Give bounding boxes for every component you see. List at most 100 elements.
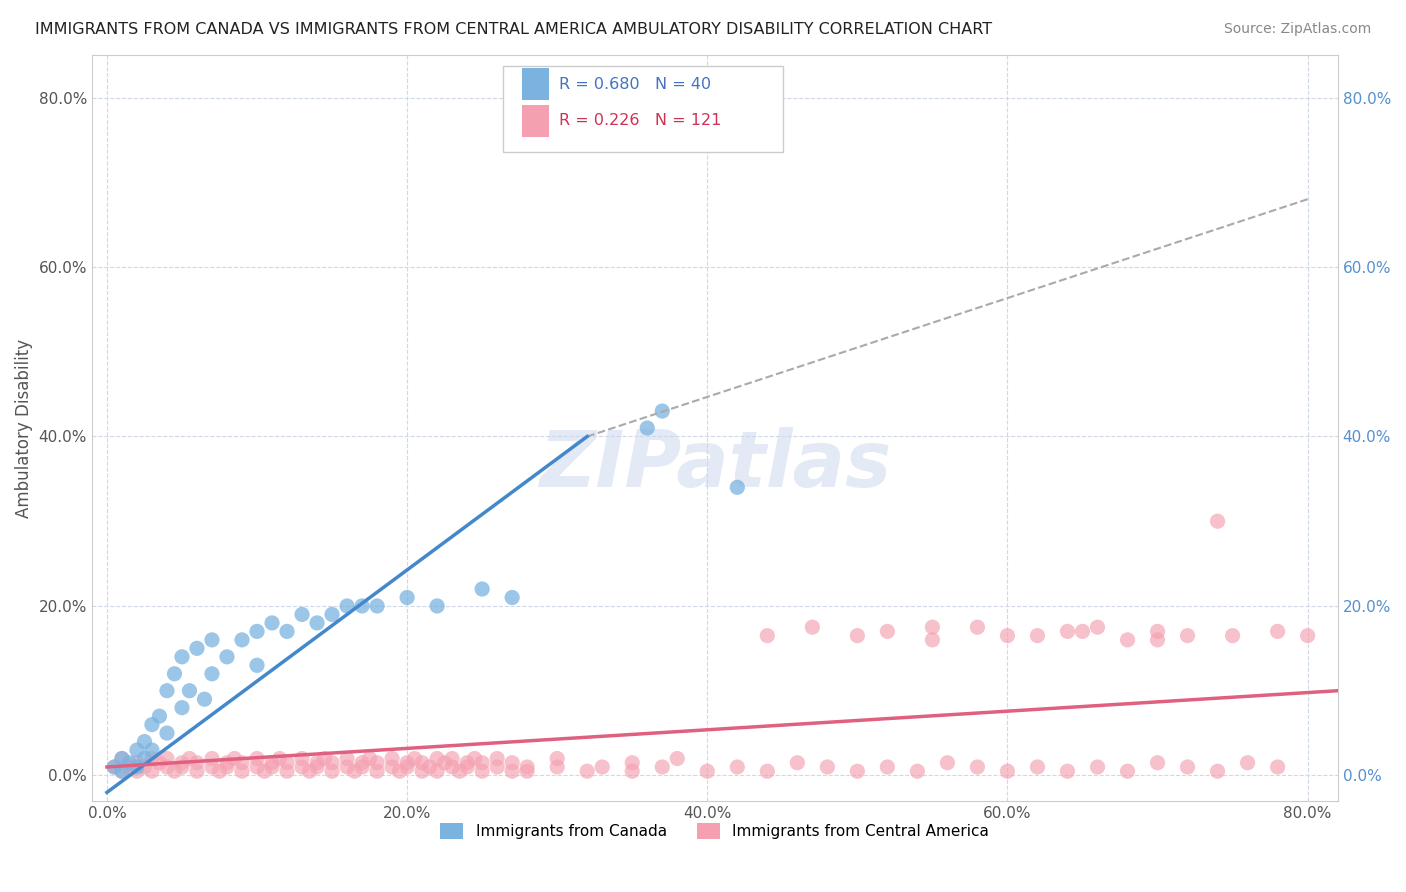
Point	[846, 764, 869, 779]
Point	[134, 751, 156, 765]
Point	[366, 764, 388, 779]
Point	[125, 764, 148, 779]
Point	[260, 760, 283, 774]
Point	[756, 629, 779, 643]
Point	[621, 764, 644, 779]
Point	[170, 756, 193, 770]
Point	[111, 751, 134, 765]
Point	[456, 756, 478, 770]
Point	[352, 599, 374, 613]
Point	[876, 760, 898, 774]
Point	[1146, 756, 1168, 770]
Point	[471, 756, 494, 770]
Point	[111, 764, 134, 779]
Point	[291, 760, 314, 774]
Point	[464, 751, 486, 765]
Point	[921, 632, 943, 647]
Point	[163, 764, 186, 779]
Point	[253, 764, 276, 779]
Point	[246, 760, 269, 774]
Point	[103, 760, 125, 774]
Point	[125, 743, 148, 757]
Point	[1056, 764, 1078, 779]
Point	[305, 615, 328, 630]
Point	[1236, 756, 1258, 770]
Point	[359, 751, 381, 765]
Point	[501, 764, 523, 779]
Point	[725, 480, 748, 494]
Point	[921, 620, 943, 634]
Point	[846, 629, 869, 643]
Point	[411, 764, 433, 779]
Point	[336, 760, 359, 774]
Point	[269, 751, 291, 765]
Point	[201, 751, 224, 765]
Point	[125, 760, 148, 774]
Point	[141, 717, 163, 731]
Point	[441, 751, 464, 765]
Point	[471, 582, 494, 596]
Text: ZIPatlas: ZIPatlas	[538, 427, 891, 503]
Point	[696, 764, 718, 779]
Point	[456, 760, 478, 774]
Point	[366, 756, 388, 770]
Point	[163, 666, 186, 681]
Point	[486, 751, 509, 765]
Point	[1177, 760, 1199, 774]
Point	[321, 756, 343, 770]
Point	[404, 751, 426, 765]
Point	[314, 751, 336, 765]
Text: R = 0.680   N = 40: R = 0.680 N = 40	[560, 77, 711, 92]
Point	[1026, 760, 1049, 774]
Point	[1087, 760, 1109, 774]
Point	[231, 764, 253, 779]
Point	[651, 760, 673, 774]
Point	[486, 760, 509, 774]
Point	[433, 756, 456, 770]
Point	[231, 756, 253, 770]
Point	[966, 760, 988, 774]
Point	[381, 751, 404, 765]
Point	[396, 760, 419, 774]
Point	[426, 751, 449, 765]
Point	[1206, 764, 1229, 779]
Point	[546, 760, 568, 774]
Point	[215, 760, 238, 774]
Point	[141, 743, 163, 757]
Point	[215, 649, 238, 664]
Text: R = 0.226   N = 121: R = 0.226 N = 121	[560, 113, 721, 128]
Point	[411, 756, 433, 770]
Point	[298, 764, 321, 779]
Point	[291, 607, 314, 622]
Point	[231, 632, 253, 647]
Point	[134, 760, 156, 774]
Point	[997, 764, 1019, 779]
Point	[343, 764, 366, 779]
Point	[321, 607, 343, 622]
Point	[352, 760, 374, 774]
Point	[441, 760, 464, 774]
Point	[201, 666, 224, 681]
Point	[276, 756, 298, 770]
Point	[997, 629, 1019, 643]
Point	[501, 591, 523, 605]
Point	[148, 709, 170, 723]
Point	[276, 764, 298, 779]
Point	[936, 756, 959, 770]
FancyBboxPatch shape	[522, 69, 550, 100]
Point	[381, 760, 404, 774]
Point	[186, 756, 208, 770]
Point	[516, 764, 538, 779]
Point	[419, 760, 441, 774]
Point	[801, 620, 824, 634]
Point	[224, 751, 246, 765]
Point	[111, 751, 134, 765]
Point	[156, 683, 179, 698]
Point	[246, 751, 269, 765]
Point	[756, 764, 779, 779]
Point	[1222, 629, 1244, 643]
Point	[1026, 629, 1049, 643]
Point	[148, 756, 170, 770]
Point	[1146, 632, 1168, 647]
Point	[1071, 624, 1094, 639]
